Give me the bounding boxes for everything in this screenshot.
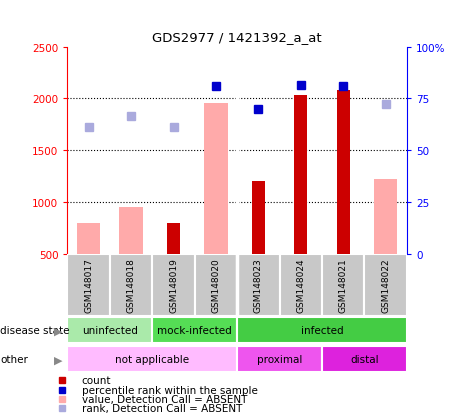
Bar <box>167 223 180 254</box>
Bar <box>67 254 110 316</box>
Text: proximal: proximal <box>257 354 302 364</box>
Text: ▶: ▶ <box>54 325 63 335</box>
Bar <box>67 346 237 373</box>
Bar <box>365 254 407 316</box>
Bar <box>152 317 237 344</box>
Text: not applicable: not applicable <box>115 354 189 364</box>
Text: GSM148017: GSM148017 <box>84 258 93 312</box>
Text: percentile rank within the sample: percentile rank within the sample <box>82 385 258 395</box>
Bar <box>279 254 322 316</box>
Text: disease state: disease state <box>0 325 70 335</box>
Bar <box>77 223 100 254</box>
Text: GSM148024: GSM148024 <box>296 258 306 312</box>
Bar <box>374 180 397 254</box>
Bar <box>110 254 152 316</box>
Title: GDS2977 / 1421392_a_at: GDS2977 / 1421392_a_at <box>153 31 322 43</box>
Bar <box>237 254 279 316</box>
Text: uninfected: uninfected <box>82 325 138 335</box>
Bar <box>204 103 227 254</box>
Text: count: count <box>82 375 111 385</box>
Text: mock-infected: mock-infected <box>157 325 232 335</box>
Bar <box>195 254 237 316</box>
Text: GSM148021: GSM148021 <box>339 258 348 312</box>
Bar <box>237 346 322 373</box>
Bar <box>152 254 195 316</box>
Text: value, Detection Call = ABSENT: value, Detection Call = ABSENT <box>82 394 247 404</box>
Text: rank, Detection Call = ABSENT: rank, Detection Call = ABSENT <box>82 404 242 413</box>
Text: GSM148020: GSM148020 <box>212 258 220 312</box>
Bar <box>322 254 365 316</box>
Text: GSM148018: GSM148018 <box>126 258 136 312</box>
Bar <box>322 346 407 373</box>
Text: ▶: ▶ <box>54 354 63 364</box>
Text: other: other <box>0 354 28 364</box>
Text: distal: distal <box>350 354 379 364</box>
Bar <box>237 317 407 344</box>
Bar <box>337 91 350 254</box>
Bar <box>67 317 152 344</box>
Text: GSM148019: GSM148019 <box>169 258 178 312</box>
Bar <box>294 96 307 254</box>
Bar <box>252 182 265 254</box>
Text: infected: infected <box>301 325 343 335</box>
Text: GSM148023: GSM148023 <box>254 258 263 312</box>
Bar <box>120 207 143 254</box>
Text: GSM148022: GSM148022 <box>381 258 390 312</box>
